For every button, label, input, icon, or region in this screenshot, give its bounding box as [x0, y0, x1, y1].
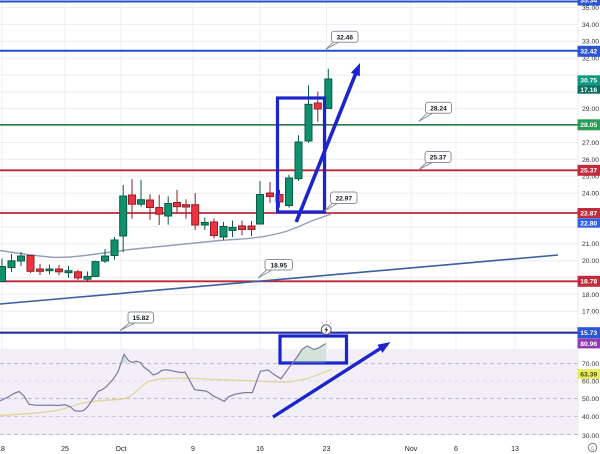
- svg-text:35.00: 35.00: [582, 5, 599, 12]
- svg-text:50.00: 50.00: [582, 396, 599, 403]
- svg-text:40.00: 40.00: [582, 414, 599, 421]
- svg-text:32.42: 32.42: [580, 49, 597, 56]
- svg-text:27.00: 27.00: [582, 140, 599, 147]
- svg-text:80.96: 80.96: [580, 341, 597, 348]
- svg-text:35.34: 35.34: [580, 0, 597, 4]
- svg-text:30.75: 30.75: [580, 78, 597, 85]
- svg-text:22.97: 22.97: [335, 195, 352, 202]
- svg-text:15.73: 15.73: [580, 330, 597, 337]
- svg-text:24.00: 24.00: [582, 191, 599, 198]
- svg-text:17.16: 17.16: [580, 87, 597, 94]
- svg-text:15.82: 15.82: [132, 315, 149, 322]
- svg-text:32.00: 32.00: [582, 56, 599, 63]
- svg-text:29.00: 29.00: [582, 106, 599, 113]
- svg-text:18.95: 18.95: [270, 262, 287, 269]
- svg-text:25: 25: [61, 446, 69, 453]
- svg-text:18.00: 18.00: [582, 292, 599, 299]
- svg-text:6: 6: [454, 446, 458, 453]
- svg-text:25.00: 25.00: [582, 174, 599, 181]
- svg-text:21.00: 21.00: [582, 241, 599, 248]
- svg-text:25.37: 25.37: [580, 168, 597, 175]
- svg-text:63.39: 63.39: [580, 371, 597, 378]
- svg-text:Oct: Oct: [116, 446, 127, 453]
- svg-text:13: 13: [511, 446, 519, 453]
- svg-text:17.00: 17.00: [582, 309, 599, 316]
- svg-text:70.00: 70.00: [582, 361, 599, 368]
- svg-text:22.87: 22.87: [580, 210, 597, 217]
- svg-text:18: 18: [0, 446, 5, 453]
- svg-text:Nov: Nov: [405, 446, 418, 453]
- svg-text:c: c: [591, 446, 594, 452]
- svg-text:9: 9: [191, 446, 195, 453]
- svg-text:25.37: 25.37: [430, 155, 447, 162]
- svg-text:60.00: 60.00: [582, 378, 599, 385]
- svg-text:30.00: 30.00: [582, 433, 599, 440]
- svg-text:16: 16: [256, 446, 264, 453]
- svg-text:20.00: 20.00: [582, 258, 599, 265]
- svg-text:26.00: 26.00: [582, 157, 599, 164]
- svg-text:18.78: 18.78: [580, 279, 597, 286]
- svg-text:33.00: 33.00: [582, 39, 599, 46]
- svg-text:22.80: 22.80: [580, 220, 597, 227]
- svg-text:34.00: 34.00: [582, 22, 599, 29]
- svg-text:23: 23: [323, 446, 331, 453]
- svg-text:32.46: 32.46: [336, 34, 353, 41]
- svg-text:28.05: 28.05: [580, 122, 597, 129]
- svg-text:28.24: 28.24: [430, 105, 447, 112]
